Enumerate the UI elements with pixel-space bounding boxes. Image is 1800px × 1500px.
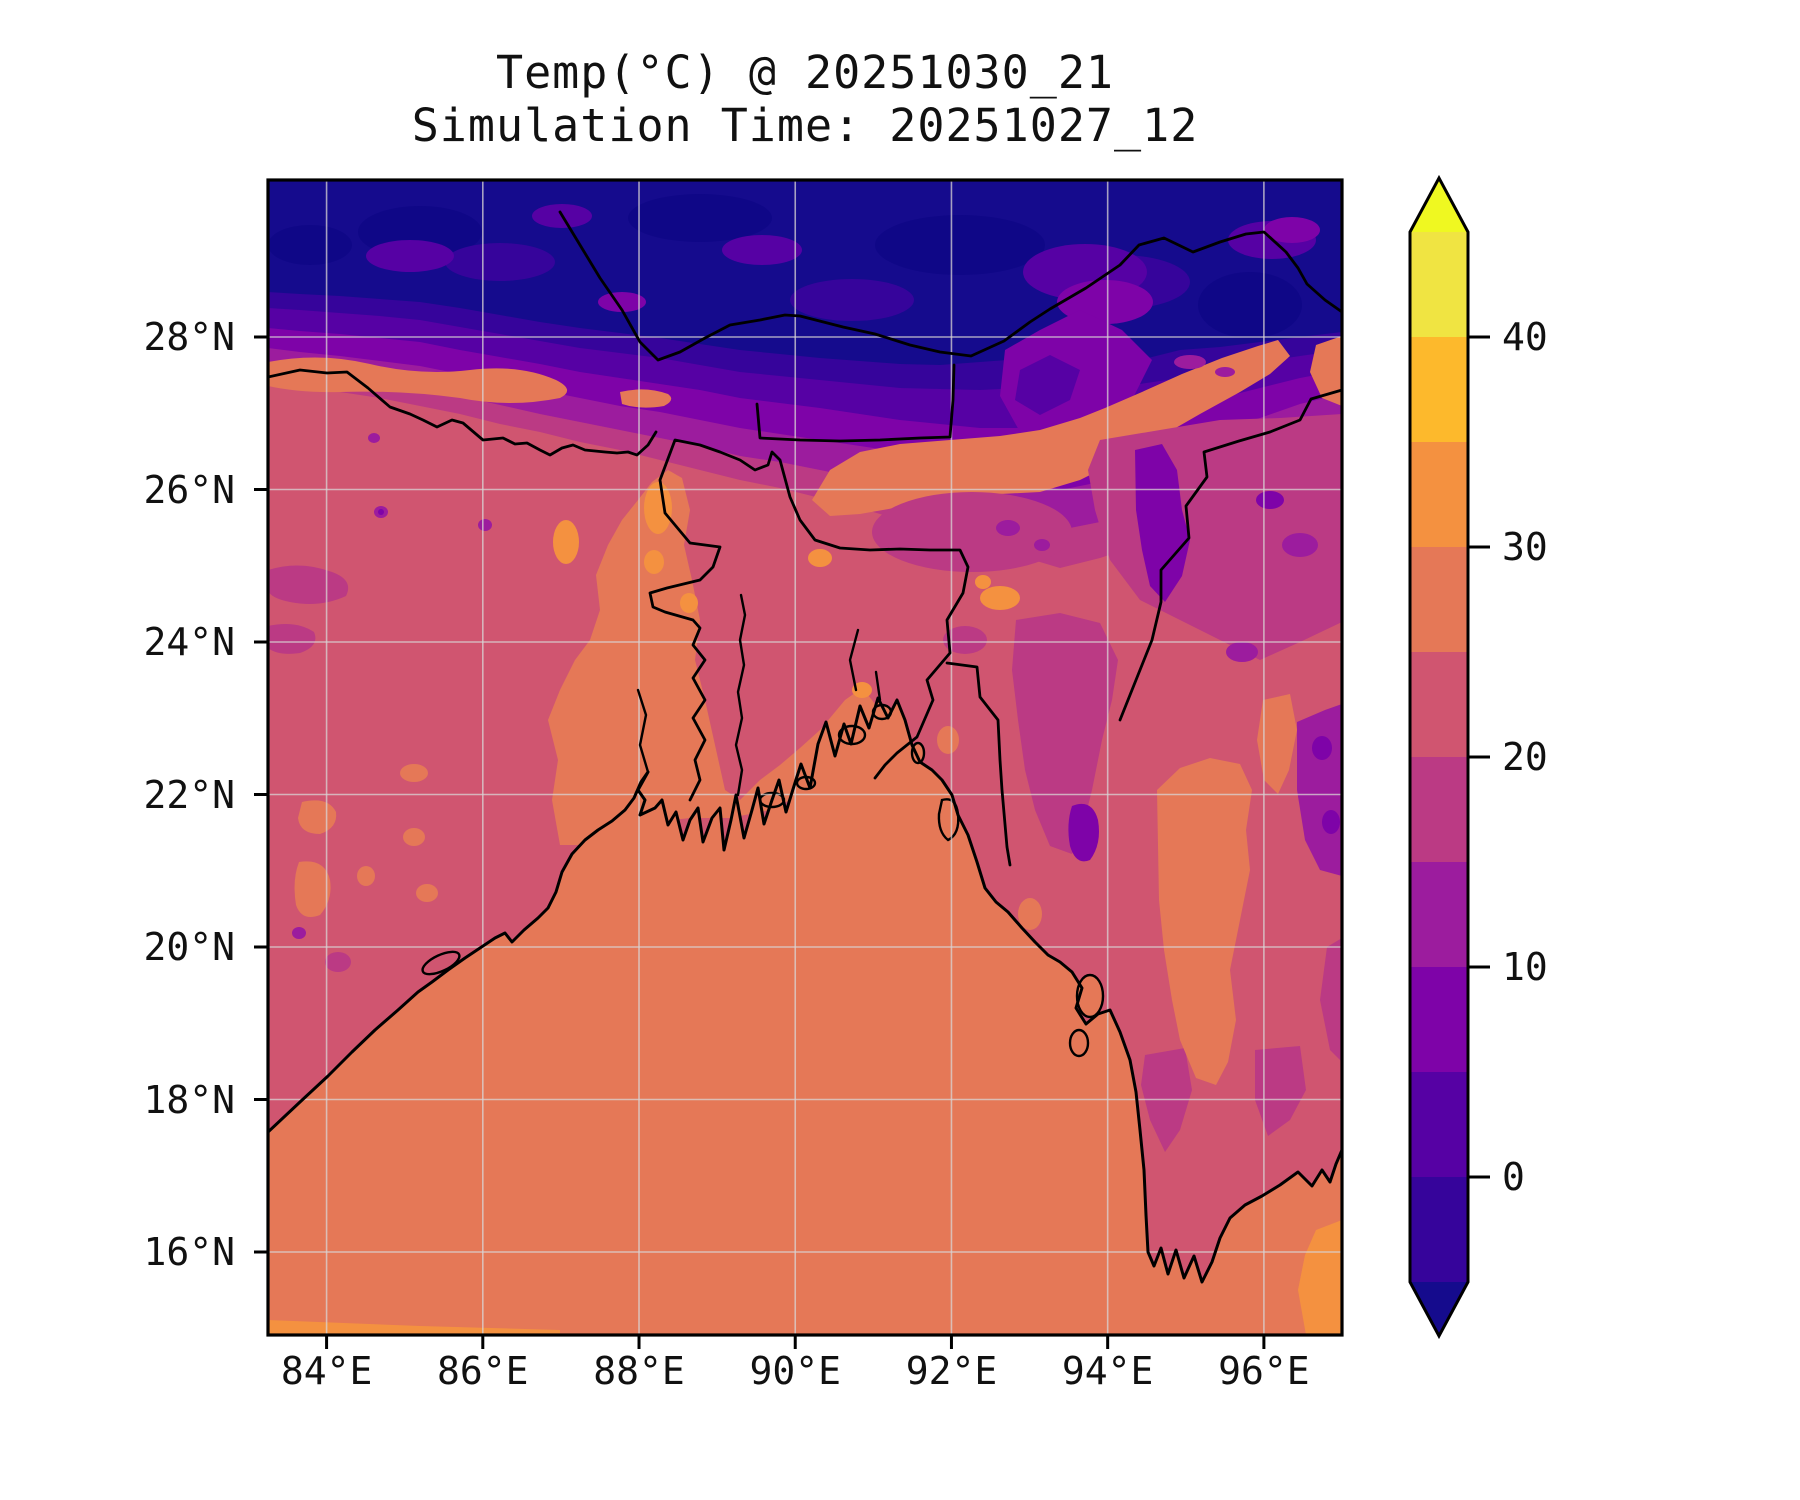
colorbar-segment-10–15	[1410, 862, 1468, 967]
colorbar-tick-label-40: 40	[1502, 315, 1548, 359]
x-axis-ticks	[325, 1335, 1266, 1349]
plot-title-line2: Simulation Time: 20251027_12	[411, 99, 1199, 152]
y-tick-label-28°N: 28°N	[143, 315, 235, 359]
x-tick-label-92°E: 92°E	[905, 1349, 998, 1393]
y-tick-label-18°N: 18°N	[143, 1077, 235, 1122]
colorbar-segment-15–20	[1410, 757, 1468, 862]
contour-field	[268, 180, 1342, 1335]
y-tick-label-16°N: 16°N	[143, 1230, 235, 1274]
x-tick-label-90°E: 90°E	[749, 1349, 841, 1393]
x-tick-label-88°E: 88°E	[593, 1349, 685, 1393]
x-tick-label-84°E: 84°E	[280, 1349, 373, 1393]
colorbar	[1408, 174, 1490, 1340]
colorbar-over-arrow	[1410, 178, 1468, 232]
colorbar-outline	[1408, 174, 1470, 1340]
colorbar-segment-40–45	[1410, 232, 1468, 337]
x-tick-label-86°E: 86°E	[437, 1349, 529, 1393]
colorbar-segment-30–35	[1410, 442, 1468, 547]
x-tick-label-94°E: 94°E	[1061, 1349, 1154, 1393]
colorbar-tick-label-20: 20	[1502, 735, 1548, 779]
y-tick-label-22°N: 22°N	[143, 772, 235, 817]
coastline	[268, 696, 1342, 1284]
colorbar-tick-label-0: 0	[1502, 1155, 1525, 1199]
colorbar-under-arrow	[1410, 1282, 1468, 1336]
y-tick-label-24°N: 24°N	[143, 620, 235, 664]
y-tick-label-20°N: 20°N	[143, 925, 235, 969]
plot-frame	[266, 178, 1344, 1337]
river-lines	[636, 593, 882, 797]
colorbar-tick-label-10: 10	[1502, 945, 1548, 989]
longitude-gridlines	[325, 180, 1265, 1335]
country-borders	[268, 210, 1342, 867]
colorbar-segment--5–0	[1410, 1177, 1468, 1282]
x-tick-label-96°E: 96°E	[1218, 1349, 1310, 1393]
colorbar-segment-0–5	[1410, 1072, 1468, 1177]
y-tick-label-26°N: 26°N	[143, 467, 235, 512]
colorbar-segment-35–40	[1410, 337, 1468, 442]
colorbar-tick-label-30: 30	[1502, 525, 1548, 569]
colorbar-segment-25–30	[1410, 547, 1468, 652]
lake-outline	[421, 950, 461, 976]
y-axis-ticks	[254, 335, 268, 1254]
colorbar-ticks	[1468, 335, 1490, 1179]
plot-title-line1: Temp(°C) @ 20251030_21	[495, 46, 1115, 99]
colorbar-segment-20–25	[1410, 652, 1468, 757]
colorbar-segment-5–10	[1410, 967, 1468, 1072]
